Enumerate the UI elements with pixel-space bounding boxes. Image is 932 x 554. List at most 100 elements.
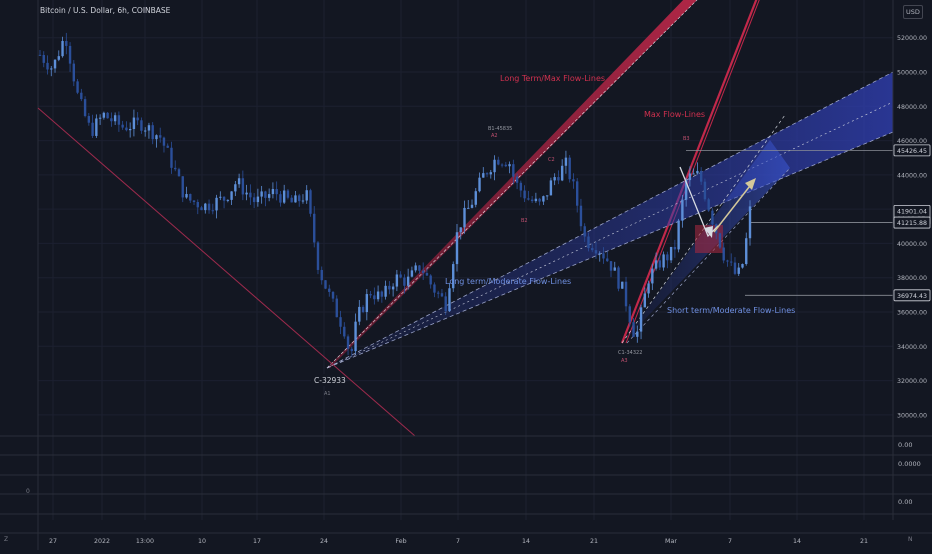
candle-body	[433, 284, 436, 293]
right-pane-marker[interactable]: N	[908, 536, 913, 543]
candle-body	[613, 267, 616, 271]
candle-body	[305, 190, 308, 201]
flow-line-bands	[37, 0, 894, 437]
price-tick-label: 52000.00	[897, 35, 927, 42]
candle-body	[621, 281, 624, 289]
price-badge	[893, 144, 931, 157]
candle-body	[718, 233, 722, 248]
price-axis[interactable]: 30000.00 32000.00 34000.00 36000.00 38000.00…	[892, 0, 931, 520]
time-tick-label: 7	[728, 538, 732, 545]
candle-body	[722, 247, 725, 261]
candle-body	[155, 135, 158, 140]
candle-body	[102, 112, 106, 118]
pivot-sub-label: A1	[324, 391, 331, 397]
candle-body	[459, 227, 462, 233]
candle-body	[128, 129, 132, 131]
candle-body	[403, 277, 406, 286]
candle-body	[309, 190, 312, 214]
candle-body	[515, 176, 519, 183]
short-term-moderate-label: Short term/Moderate Flow-Lines	[667, 306, 795, 315]
time-tick-label: 21	[590, 538, 598, 545]
candle-body	[53, 59, 57, 69]
candle-body	[692, 173, 695, 175]
price-badge-label: 41901.04	[897, 208, 927, 215]
candle-body	[226, 199, 230, 201]
candle-body	[275, 189, 278, 195]
candle-body	[399, 274, 402, 278]
candle-body	[575, 181, 579, 206]
candle-body	[388, 285, 391, 290]
candle-body	[358, 306, 361, 322]
long-term-max-label: Long Term/Max Flow-Lines	[500, 74, 605, 83]
candle-body	[230, 191, 233, 200]
time-tick-label: Mar	[665, 538, 677, 545]
candle-body	[215, 197, 218, 211]
candle-body	[339, 317, 342, 327]
candle-body	[493, 159, 496, 173]
candle-body	[557, 177, 560, 181]
candle-body	[143, 130, 147, 132]
candle-body	[271, 189, 275, 195]
candle-body	[384, 285, 387, 297]
projection-arrow	[713, 181, 754, 233]
candle-body	[241, 178, 245, 195]
candle-body	[688, 173, 692, 181]
candle-body	[170, 147, 173, 168]
candle-body	[61, 40, 64, 57]
candle-body	[200, 207, 203, 211]
price-tick-label: 32000.00	[897, 378, 927, 385]
candle-body	[106, 112, 109, 119]
time-tick-label: 17	[253, 538, 261, 545]
candle-body	[741, 264, 744, 268]
candle-body	[748, 206, 752, 239]
indicator-pane-value: 0.00	[898, 498, 912, 506]
candle-body	[624, 281, 628, 307]
candle-body	[437, 292, 440, 294]
left-pane-marker[interactable]: Z	[4, 536, 9, 543]
candle-body	[125, 127, 128, 131]
candle-body	[174, 167, 177, 170]
candle-body	[545, 195, 549, 197]
indicator-pane-value: 0.0000	[898, 460, 921, 468]
candle-body	[181, 176, 184, 198]
price-badge	[893, 216, 931, 229]
candle-body	[282, 190, 286, 203]
candle-body	[440, 293, 444, 297]
long-term-max-dash	[326, 0, 698, 369]
candle-body	[110, 118, 113, 122]
annotation-labels: Long Term/Max Flow-Lines Max Flow-Lines Lo…	[311, 74, 795, 397]
candle-body	[684, 180, 688, 200]
time-tick-label: 24	[320, 538, 328, 545]
candle-body	[564, 157, 568, 166]
candle-body	[508, 164, 511, 167]
price-tick-label: 44000.00	[897, 172, 927, 179]
price-tick-label: 36000.00	[897, 310, 927, 317]
candles-layer	[38, 32, 752, 357]
candle-body	[594, 250, 598, 254]
price-tick-label: 38000.00	[897, 275, 927, 282]
candle-body	[140, 120, 143, 131]
time-axis[interactable]: 27 2022 13:00 10 17 24 Feb 7 14 21 Mar 7 14 21	[0, 532, 932, 545]
candle-body	[553, 177, 556, 181]
candle-body	[482, 173, 485, 178]
candle-body	[497, 159, 500, 165]
candle-body	[425, 273, 429, 276]
candle-body	[639, 307, 643, 332]
long-term-moderate-upper	[326, 71, 894, 369]
currency-button[interactable]: USD	[903, 5, 923, 19]
candle-body	[136, 117, 139, 121]
candle-body	[328, 288, 331, 292]
candle-body	[538, 198, 541, 202]
grid-layer	[37, 0, 893, 550]
candle-body	[568, 157, 571, 180]
candle-body	[591, 248, 594, 251]
candle-body	[185, 194, 188, 198]
high-label: B1-45835	[488, 126, 512, 132]
candle-body	[346, 336, 350, 349]
descending-trend-line	[37, 107, 416, 437]
time-tick-label: 2022	[94, 538, 110, 545]
candle-body	[373, 295, 376, 300]
candle-body	[147, 125, 151, 131]
